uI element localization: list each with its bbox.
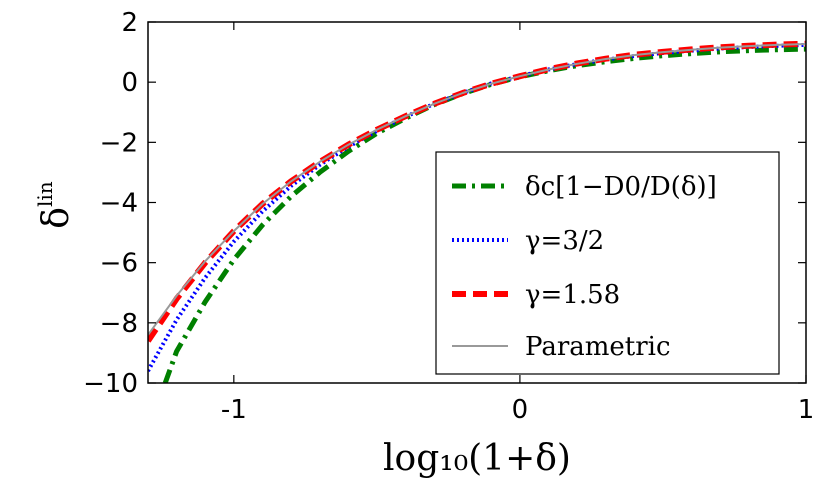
legend-label-gamma-3-2: γ=3/2 — [525, 226, 604, 256]
y-tick-label-3: −4 — [100, 189, 138, 219]
legend-entry-gamma-3-2: γ=3/2 — [452, 226, 604, 256]
y-tick-label-2: −2 — [100, 128, 138, 158]
y-tick-label-0: 2 — [121, 8, 138, 38]
legend-label-dashdot: δc[1−D0/D(δ)] — [525, 172, 717, 202]
x-tick-label-0: -1 — [221, 395, 247, 425]
ticks-group: -1 0 1 2 0 −2 −4 −6 −8 −10 — [83, 8, 814, 425]
y-tick-label-4: −6 — [100, 249, 138, 279]
x-axis-label: log₁₀(1+δ) — [383, 438, 571, 479]
y-axis-label-superscript: lin — [33, 181, 57, 207]
series-line-3 — [148, 43, 806, 336]
x-tick-label-2: 1 — [798, 395, 815, 425]
y-tick-label-1: 0 — [121, 68, 138, 98]
legend-entry-parametric: Parametric — [452, 332, 671, 362]
series-group — [148, 40, 806, 383]
y-tick-label-6: −10 — [83, 369, 138, 399]
y-axis-label-group: δlin — [33, 181, 77, 228]
y-axis-label: δ — [36, 207, 77, 229]
x-tick-label-1: 0 — [512, 395, 529, 425]
legend-frame — [435, 151, 780, 375]
y-tick-label-5: −8 — [100, 309, 138, 339]
plot-area: -1 0 1 2 0 −2 −4 −6 −8 −10 — [83, 8, 814, 425]
legend-entry-gamma-1-58: γ=1.58 — [452, 280, 620, 310]
legend-entry-dashdot: δc[1−D0/D(δ)] — [452, 172, 717, 202]
legend-label-gamma-1-58: γ=1.58 — [525, 280, 620, 310]
svg-text:δlin: δlin — [33, 181, 77, 228]
legend-label-parametric: Parametric — [525, 332, 671, 362]
legend: δc[1−D0/D(δ)] γ=3/2 γ=1.58 Parametric — [435, 151, 780, 375]
